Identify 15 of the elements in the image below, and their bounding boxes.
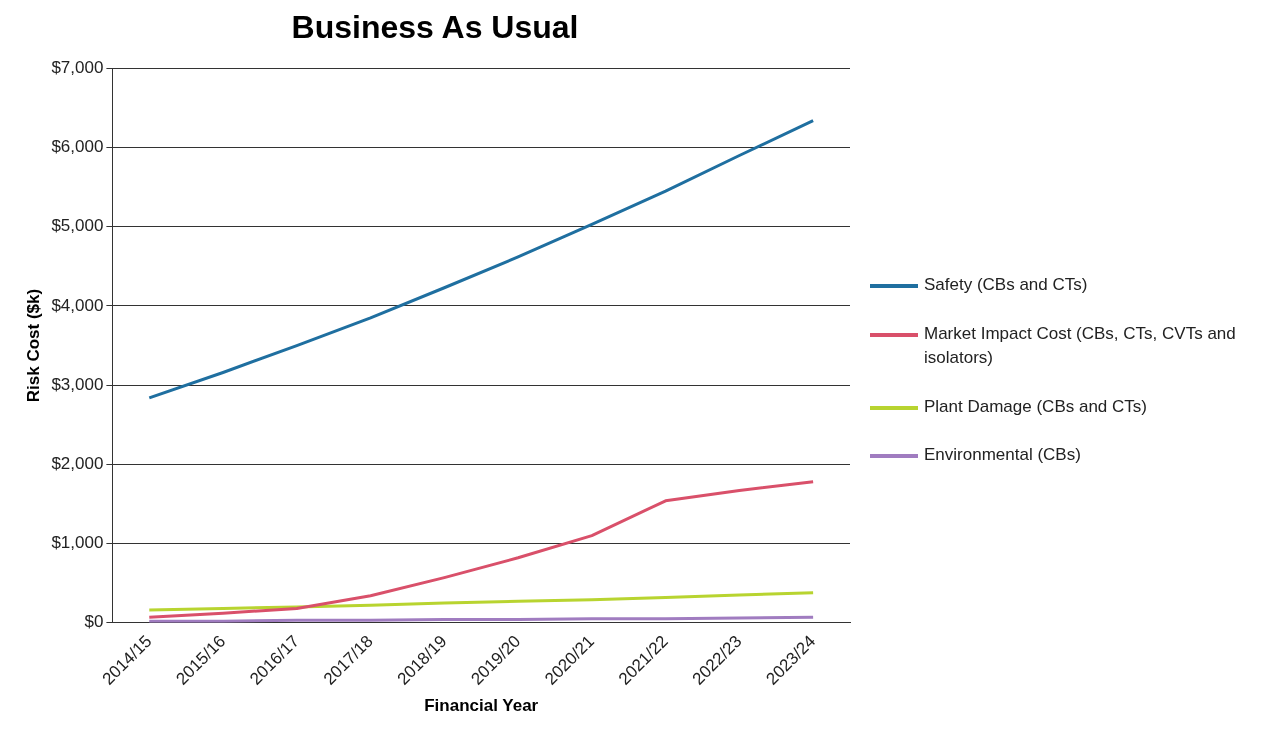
y-tick-label: $4,000 — [51, 295, 104, 315]
legend-label: Market Impact Cost (CBs, CTs, CVTs and isolators) — [924, 322, 1237, 370]
y-tick-label: $7,000 — [51, 58, 104, 78]
y-axis-title: Risk Cost ($k) — [23, 288, 43, 403]
y-tick-label: $3,000 — [51, 374, 104, 394]
y-tick-label: $2,000 — [51, 454, 104, 474]
x-axis-title: Financial Year — [424, 696, 539, 716]
legend-label: Environmental (CBs) — [924, 444, 1081, 467]
legend-label: Plant Damage (CBs and CTs) — [924, 395, 1147, 418]
chart-title: Business As Usual — [291, 9, 579, 46]
y-tick-label: $6,000 — [51, 137, 104, 157]
y-tick-label: $5,000 — [51, 216, 104, 236]
legend-label: Safety (CBs and CTs) — [924, 273, 1088, 296]
y-tick-label: $0 — [84, 612, 104, 632]
y-tick-label: $1,000 — [51, 533, 104, 553]
